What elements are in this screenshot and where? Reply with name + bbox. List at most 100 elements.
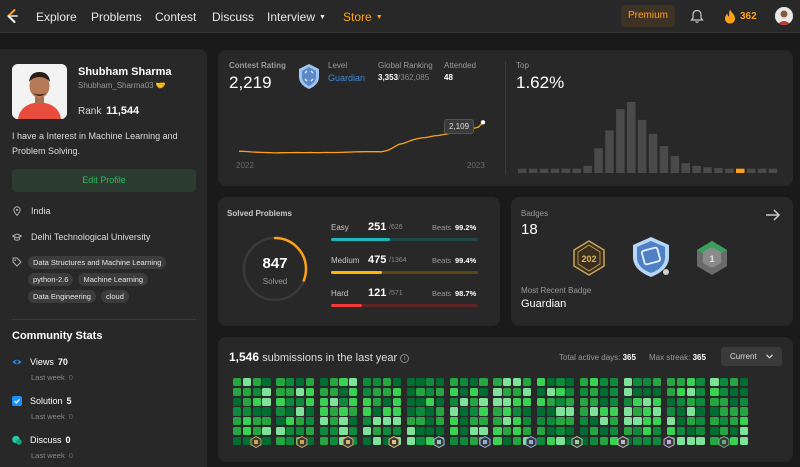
heatmap-cell[interactable]: [546, 436, 555, 445]
heatmap-cell[interactable]: [522, 378, 531, 387]
heatmap-cell[interactable]: [590, 427, 599, 436]
heatmap-cell[interactable]: [286, 436, 295, 445]
heatmap-cell[interactable]: [493, 417, 502, 426]
heatmap-cell[interactable]: [590, 397, 599, 406]
heatmap-cell[interactable]: [479, 378, 488, 387]
bell-icon[interactable]: [690, 9, 704, 24]
heatmap-cell[interactable]: [720, 387, 729, 396]
heatmap-cell[interactable]: [566, 387, 575, 396]
heatmap-cell[interactable]: [242, 417, 251, 426]
heatmap-cell[interactable]: [363, 378, 372, 387]
heatmap-cell[interactable]: [643, 397, 652, 406]
heatmap-cell[interactable]: [276, 397, 285, 406]
skill-tag[interactable]: cloud: [100, 290, 129, 303]
heatmap-cell[interactable]: [513, 436, 522, 445]
heatmap-cell[interactable]: [710, 436, 719, 445]
heatmap-cell[interactable]: [406, 436, 415, 445]
heatmap-cell[interactable]: [436, 378, 445, 387]
heatmap-cell[interactable]: [513, 378, 522, 387]
histogram-bar[interactable]: [648, 133, 658, 173]
heatmap-cell[interactable]: [450, 427, 459, 436]
heatmap-cell[interactable]: [590, 436, 599, 445]
heatmap-cell[interactable]: [739, 436, 748, 445]
heatmap-cell[interactable]: [522, 387, 531, 396]
heatmap-cell[interactable]: [730, 436, 739, 445]
monthly-badge-icon[interactable]: [250, 436, 262, 448]
heatmap-cell[interactable]: [262, 427, 271, 436]
annual-badge-2022-icon[interactable]: 202: [571, 239, 607, 277]
heatmap-cell[interactable]: [286, 387, 295, 396]
heatmap-cell[interactable]: [566, 397, 575, 406]
skill-tag[interactable]: Machine Learning: [78, 273, 149, 286]
monthly-badge-icon[interactable]: [342, 436, 354, 448]
heatmap-cell[interactable]: [730, 417, 739, 426]
heatmap-cell[interactable]: [382, 378, 391, 387]
heatmap-cell[interactable]: [416, 407, 425, 416]
user-avatar[interactable]: [775, 7, 793, 25]
monthly-badge-icon[interactable]: [525, 436, 537, 448]
heatmap-cell[interactable]: [566, 417, 575, 426]
heatmap-cell[interactable]: [233, 378, 242, 387]
heatmap-cell[interactable]: [436, 417, 445, 426]
rating-point[interactable]: [480, 120, 486, 125]
heatmap-cell[interactable]: [426, 417, 435, 426]
heatmap-cell[interactable]: [373, 436, 382, 445]
heatmap-cell[interactable]: [459, 417, 468, 426]
heatmap-cell[interactable]: [296, 427, 305, 436]
heatmap-cell[interactable]: [296, 407, 305, 416]
heatmap-cell[interactable]: [459, 387, 468, 396]
heatmap-cell[interactable]: [609, 407, 618, 416]
heatmap-cell[interactable]: [406, 407, 415, 416]
heatmap-cell[interactable]: [305, 397, 314, 406]
heatmap-cell[interactable]: [609, 417, 618, 426]
heatmap-cell[interactable]: [653, 397, 662, 406]
heatmap-cell[interactable]: [339, 387, 348, 396]
heatmap-cell[interactable]: [305, 436, 314, 445]
heatmap-cell[interactable]: [739, 407, 748, 416]
heatmap-cell[interactable]: [392, 387, 401, 396]
heatmap-cell[interactable]: [720, 427, 729, 436]
heatmap-cell[interactable]: [469, 427, 478, 436]
heatmap-cell[interactable]: [319, 397, 328, 406]
heatmap-cell[interactable]: [556, 387, 565, 396]
heatmap-cell[interactable]: [392, 417, 401, 426]
heatmap-cell[interactable]: [373, 407, 382, 416]
heatmap-cell[interactable]: [286, 427, 295, 436]
heatmap-cell[interactable]: [710, 397, 719, 406]
heatmap-cell[interactable]: [676, 407, 685, 416]
heatmap-cell[interactable]: [426, 436, 435, 445]
monthly-badge-icon[interactable]: [433, 436, 445, 448]
solved-progress-ring[interactable]: [240, 234, 310, 304]
heatmap-cell[interactable]: [536, 417, 545, 426]
heatmap-cell[interactable]: [252, 378, 261, 387]
heatmap-cell[interactable]: [590, 417, 599, 426]
heatmap-cell[interactable]: [406, 417, 415, 426]
monthly-badge-icon[interactable]: [663, 436, 675, 448]
heatmap-cell[interactable]: [392, 407, 401, 416]
heatmap-cell[interactable]: [653, 387, 662, 396]
heatmap-cell[interactable]: [329, 427, 338, 436]
heatmap-cell[interactable]: [739, 417, 748, 426]
heatmap-cell[interactable]: [252, 427, 261, 436]
heatmap-cell[interactable]: [493, 397, 502, 406]
heatmap-cell[interactable]: [653, 378, 662, 387]
heatmap-cell[interactable]: [276, 387, 285, 396]
heatmap-cell[interactable]: [349, 417, 358, 426]
histogram-bar[interactable]: [692, 165, 701, 173]
heatmap-cell[interactable]: [667, 378, 676, 387]
heatmap-cell[interactable]: [643, 387, 652, 396]
heatmap-cell[interactable]: [503, 378, 512, 387]
heatmap-cell[interactable]: [513, 407, 522, 416]
heatmap-cell[interactable]: [696, 427, 705, 436]
heatmap-cell[interactable]: [450, 436, 459, 445]
heatmap-cell[interactable]: [349, 397, 358, 406]
heatmap-cell[interactable]: [710, 378, 719, 387]
heatmap-cell[interactable]: [363, 397, 372, 406]
heatmap-cell[interactable]: [710, 407, 719, 416]
heatmap-cell[interactable]: [730, 387, 739, 396]
heatmap-cell[interactable]: [426, 378, 435, 387]
heatmap-cell[interactable]: [696, 397, 705, 406]
heatmap-cell[interactable]: [536, 378, 545, 387]
heatmap-cell[interactable]: [503, 387, 512, 396]
heatmap-cell[interactable]: [450, 387, 459, 396]
